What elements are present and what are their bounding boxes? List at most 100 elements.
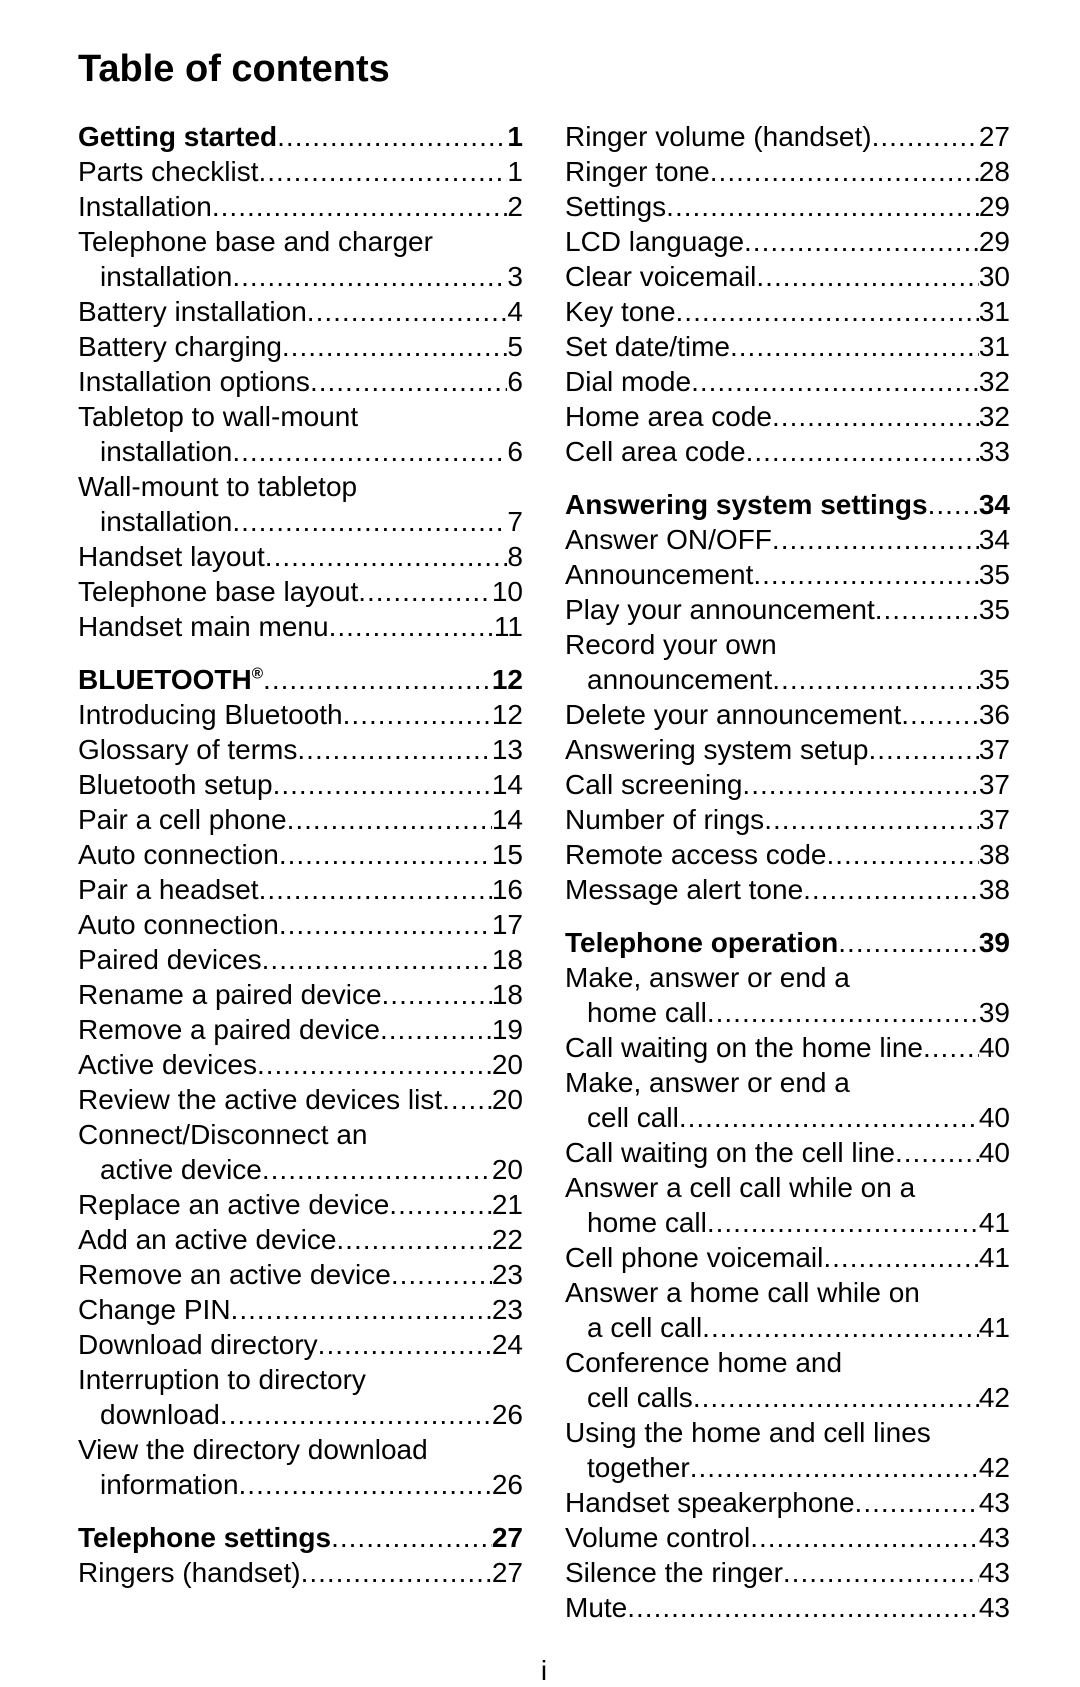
toc-section: BLUETOOTH®12Introducing Bluetooth12Gloss… [78, 662, 523, 1502]
toc-leader-dots [318, 1327, 492, 1362]
toc-entry-label: Clear voicemail [565, 259, 756, 294]
toc-leader-dots [329, 609, 494, 644]
toc-entry-label: Telephone base layout [78, 574, 358, 609]
toc-entry-label: Auto connection [78, 907, 279, 942]
toc-leader-dots [693, 1380, 979, 1415]
toc-entry: Key tone31 [565, 294, 1010, 329]
toc-entry-page: 31 [979, 329, 1010, 364]
toc-entry-continuation: home call39 [565, 995, 1010, 1030]
toc-entry: Bluetooth setup14 [78, 767, 523, 802]
toc-entry-page: 28 [979, 154, 1010, 189]
toc-entry: Number of rings37 [565, 802, 1010, 837]
toc-entry: Handset main menu11 [78, 609, 523, 644]
toc-leader-dots [772, 399, 979, 434]
toc-entry: Message alert tone38 [565, 872, 1010, 907]
toc-leader-dots [257, 1047, 492, 1082]
toc-entry-page: 24 [492, 1327, 523, 1362]
toc-entry: Play your announcement35 [565, 592, 1010, 627]
toc-entry-label: cell call [587, 1100, 679, 1135]
toc-leader-dots [358, 574, 492, 609]
toc-entry-page: 20 [492, 1047, 523, 1082]
toc-leader-dots [262, 942, 492, 977]
toc-section: Telephone operation39Make, answer or end… [565, 925, 1010, 1625]
toc-entry: Silence the ringer43 [565, 1555, 1010, 1590]
toc-entry-label: Remote access code [565, 837, 826, 872]
toc-entry-label: Call waiting on the home line [565, 1030, 923, 1065]
toc-section: Telephone settings27Ringers (handset)27 [78, 1520, 523, 1590]
toc-entry-label: Ringer volume (handset) [565, 119, 872, 154]
toc-entry-page: 15 [492, 837, 523, 872]
toc-entry-label: Pair a headset [78, 872, 259, 907]
toc-leader-dots [756, 259, 978, 294]
toc-entry-page: 18 [492, 942, 523, 977]
toc-heading-page: 12 [492, 662, 523, 697]
toc-entry-page: 39 [979, 995, 1010, 1030]
toc-leader-dots [772, 522, 979, 557]
toc-entry: Telephone base layout10 [78, 574, 523, 609]
toc-entry-continuation: cell calls 42 [565, 1380, 1010, 1415]
toc-entry-continuation: download26 [78, 1397, 523, 1432]
toc-entry-page: 2 [507, 189, 523, 224]
toc-heading-label: Telephone settings [78, 1520, 331, 1555]
toc-entry-page: 42 [979, 1380, 1010, 1415]
toc-entry-label: Installation options [78, 364, 310, 399]
toc-entry: Home area code32 [565, 399, 1010, 434]
toc-leader-dots [627, 1590, 979, 1625]
toc-entry-page: 6 [507, 364, 523, 399]
toc-heading-label: Getting started [78, 119, 277, 154]
toc-entry-page: 32 [979, 364, 1010, 399]
toc-heading-page: 1 [507, 119, 523, 154]
toc-entry-label: installation [100, 259, 232, 294]
toc-heading-page: 27 [492, 1520, 523, 1555]
toc-entry-page: 43 [979, 1555, 1010, 1590]
toc-entry-page: 7 [507, 504, 523, 539]
toc-entry-continuation: installation3 [78, 259, 523, 294]
toc-entry-label: Answer ON/OFF [565, 522, 772, 557]
toc-entry: Cell area code33 [565, 434, 1010, 469]
toc-entry-label: cell calls [587, 1380, 693, 1415]
toc-entry: Handset layout8 [78, 539, 523, 574]
toc-entry-page: 38 [979, 837, 1010, 872]
toc-entry-label: Ringers (handset) [78, 1555, 301, 1590]
toc-entry-page: 29 [979, 224, 1010, 259]
toc-entry: Active devices20 [78, 1047, 523, 1082]
toc-leader-dots [901, 697, 979, 732]
toc-entry-page: 40 [979, 1030, 1010, 1065]
toc-entry-label: Record your own [565, 627, 777, 662]
toc-entry-label: Tabletop to wall-mount [78, 399, 358, 434]
toc-entry: Paired devices18 [78, 942, 523, 977]
toc-entry-page: 35 [979, 592, 1010, 627]
toc-entry-page: 16 [492, 872, 523, 907]
toc-leader-dots [803, 872, 979, 907]
toc-entry-page: 23 [492, 1257, 523, 1292]
toc-leader-dots [923, 1030, 979, 1065]
toc-entry-continuation: installation6 [78, 434, 523, 469]
toc-entry-label: Answering system setup [565, 732, 868, 767]
toc-entry-page: 34 [979, 522, 1010, 557]
toc-entry-continuation: home call41 [565, 1205, 1010, 1240]
toc-entry: Download directory24 [78, 1327, 523, 1362]
toc-entry-page: 33 [979, 434, 1010, 469]
toc-leader-dots [872, 119, 979, 154]
toc-entry: Answer a cell call while on a [565, 1170, 1010, 1205]
toc-leader-dots [265, 539, 508, 574]
toc-entry-page: 22 [492, 1222, 523, 1257]
toc-entry-label: Auto connection [78, 837, 279, 872]
toc-entry-page: 12 [492, 697, 523, 732]
toc-entry-page: 8 [507, 539, 523, 574]
toc-leader-dots [750, 1520, 979, 1555]
toc-entry: Wall-mount to tabletop [78, 469, 523, 504]
toc-leader-dots [282, 329, 508, 364]
toc-entry-label: Ringer tone [565, 154, 710, 189]
toc-entry-page: 40 [979, 1135, 1010, 1170]
toc-entry-label: Message alert tone [565, 872, 803, 907]
toc-entry-label: Installation [78, 189, 212, 224]
toc-leader-dots [279, 907, 492, 942]
toc-entry-page: 41 [979, 1310, 1010, 1345]
toc-entry: Remove a paired device19 [78, 1012, 523, 1047]
toc-entry: Conference home and [565, 1345, 1010, 1380]
toc-leader-dots [823, 1240, 978, 1275]
toc-entry-page: 42 [979, 1450, 1010, 1485]
toc-entry-label: Call waiting on the cell line [565, 1135, 895, 1170]
toc-entry: Remove an active device23 [78, 1257, 523, 1292]
